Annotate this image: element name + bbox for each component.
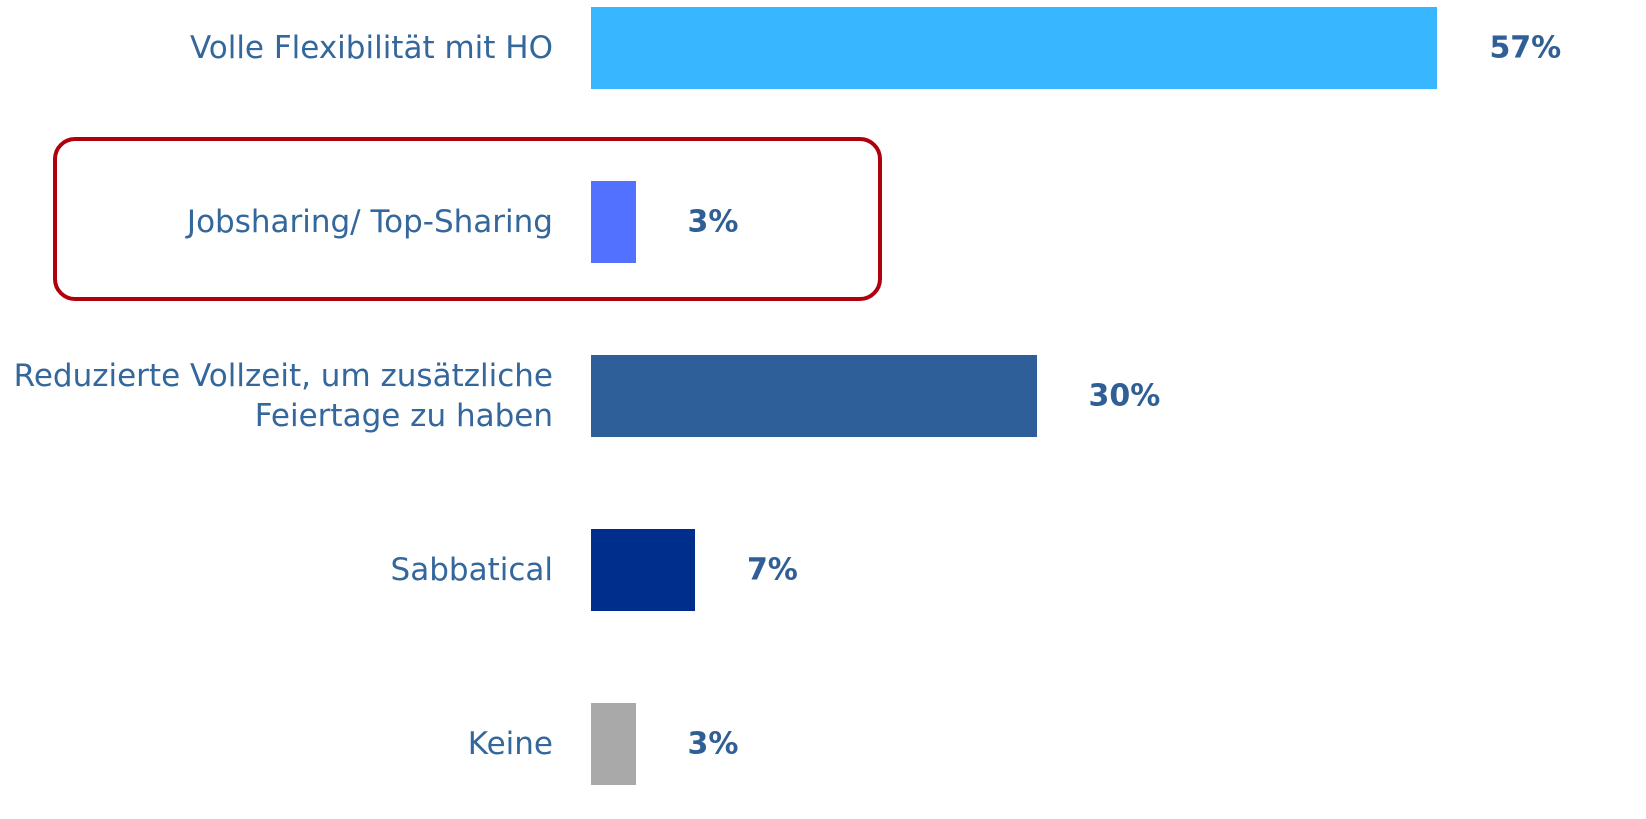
data-label: 57% <box>1489 30 1562 66</box>
category-label: Volle Flexibilität mit HO <box>189 30 553 66</box>
data-label: 30% <box>1088 378 1161 414</box>
bar <box>591 355 1037 437</box>
bar <box>591 529 695 611</box>
category-label: Sabbatical <box>390 552 553 588</box>
category-label: Jobsharing/ Top-Sharing <box>186 204 553 240</box>
data-label: 3% <box>687 726 739 762</box>
data-label: 3% <box>687 204 739 240</box>
category-label: Reduzierte Vollzeit, um zusätzliche Feie… <box>13 358 553 434</box>
bar <box>591 703 636 785</box>
category-label: Keine <box>467 726 553 762</box>
bar <box>591 181 636 263</box>
bar <box>591 7 1438 89</box>
highlight-box <box>53 137 882 301</box>
data-label: 7% <box>746 552 798 588</box>
